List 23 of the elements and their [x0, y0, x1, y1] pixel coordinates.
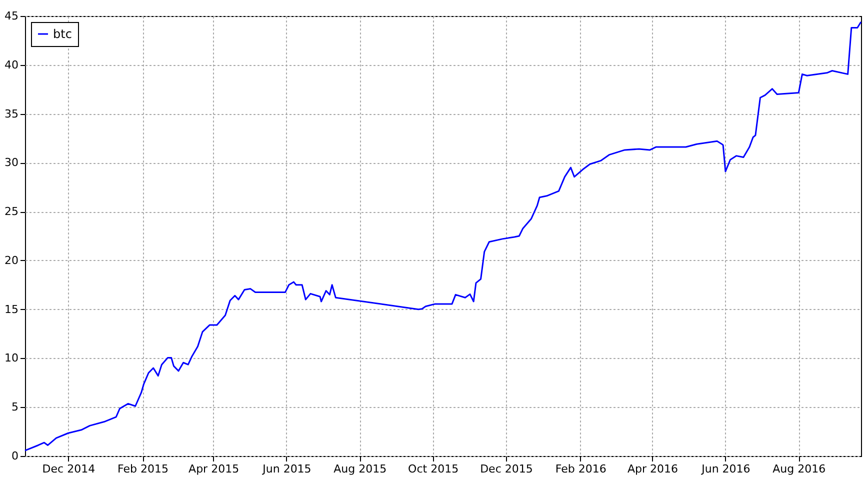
- legend-label: btc: [53, 27, 72, 41]
- x-tick-label: Apr 2015: [188, 462, 240, 476]
- y-tick-label: 10: [4, 352, 18, 365]
- x-tick-label: Feb 2015: [118, 462, 169, 476]
- line-series: [24, 21, 862, 452]
- x-tick-label: Oct 2015: [408, 462, 459, 476]
- x-tick-label: Aug 2015: [334, 462, 387, 476]
- x-tick-label: Jun 2015: [262, 462, 312, 476]
- y-tick-label: 35: [4, 107, 18, 120]
- y-tick-label: 40: [4, 58, 18, 72]
- y-tick-label: 5: [12, 400, 18, 414]
- y-tick-label: 0: [12, 450, 18, 462]
- x-tick-label: Aug 2016: [772, 462, 826, 476]
- y-tick-label: 20: [4, 254, 18, 267]
- y-tick-label: 30: [4, 156, 18, 170]
- y-tick-label: 45: [4, 10, 18, 22]
- y-tick-label: 25: [4, 205, 18, 218]
- x-tick-label: Feb 2016: [555, 462, 606, 476]
- x-tick-label: Jun 2016: [700, 462, 750, 476]
- y-tick-label: 15: [4, 302, 18, 316]
- x-tick-label: Apr 2016: [628, 462, 678, 476]
- x-tick-label: Dec 2015: [480, 462, 533, 476]
- x-tick-label: Dec 2014: [42, 462, 96, 476]
